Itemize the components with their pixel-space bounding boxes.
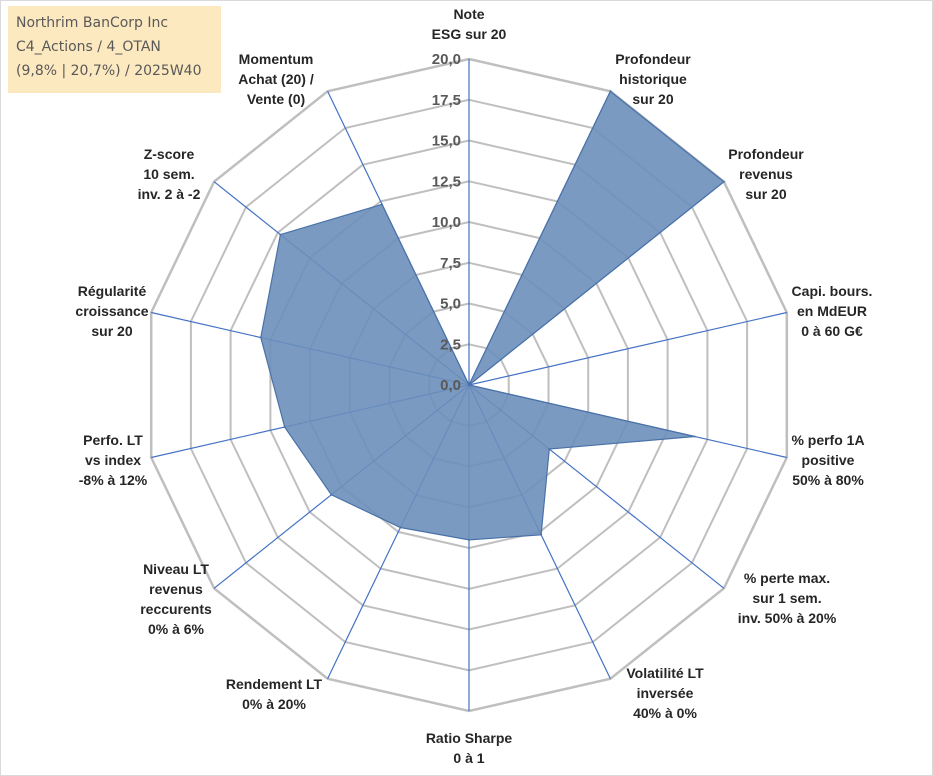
data-point-10 (283, 426, 286, 429)
axis-label-6-line-1: inversée (637, 685, 694, 701)
axis-label-2-line-0: Profondeur (728, 146, 804, 162)
axis-label-12-line-2: inv. 2 à -2 (138, 186, 201, 202)
axis-label-11-line-0: Régularité (78, 283, 147, 299)
axis-label-8-line-0: Rendement LT (226, 676, 323, 692)
axis-label-2-line-1: revenus (739, 166, 793, 182)
axis-label-2-line-2: sur 20 (745, 186, 786, 202)
axis-label-13-line-2: Vente (0) (247, 91, 305, 107)
tick-label-8: 20,0 (432, 51, 461, 68)
axis-label-11-line-1: croissance (75, 303, 148, 319)
axis-label-4-line-1: positive (802, 452, 855, 468)
axis-label-3-line-2: 0 à 60 G€ (801, 323, 863, 339)
tick-label-4: 10,0 (432, 214, 461, 231)
axis-label-9-line-1: revenus (149, 581, 203, 597)
tick-label-0: 0,0 (440, 377, 461, 394)
axis-label-0-line-0: Note (453, 6, 484, 22)
axis-label-10-line-1: vs index (85, 452, 141, 468)
tick-label-6: 15,0 (432, 133, 461, 150)
axis-label-7-line-0: Ratio Sharpe (426, 730, 513, 746)
axis-label-3-line-1: en MdEUR (797, 303, 867, 319)
data-point-7 (468, 538, 470, 541)
axis-label-9-line-2: reccurents (140, 601, 212, 617)
tick-label-7: 17,5 (432, 92, 461, 109)
axis-label-8-line-1: 0% à 20% (242, 696, 306, 712)
axis-label-11-line-2: sur 20 (91, 323, 132, 339)
axis-label-1-line-2: sur 20 (632, 91, 673, 107)
axis-label-5-line-1: sur 1 sem. (752, 590, 821, 606)
data-point-3 (468, 384, 470, 386)
data-area (260, 90, 725, 541)
tick-label-1: 2,5 (440, 336, 461, 353)
data-point-2 (722, 180, 725, 183)
portfolio-code: C4_Actions / 4_OTAN (16, 39, 161, 55)
axis-label-1-line-1: historique (619, 71, 687, 87)
axis-label-13-line-0: Momentum (239, 51, 314, 67)
data-point-9 (330, 493, 333, 496)
tick-label-5: 12,5 (432, 173, 461, 190)
axis-label-3-line-0: Capi. bours. (792, 283, 873, 299)
axis-spoke-3 (468, 311, 787, 386)
axis-label-1-line-0: Profondeur (615, 51, 691, 67)
company-name: Northrim BanCorp Inc (16, 15, 169, 31)
axis-label-12-line-0: Z-score (144, 146, 195, 162)
axis-label-9-line-3: 0% à 6% (148, 621, 205, 637)
axis-label-4-line-2: 50% à 80% (792, 472, 864, 488)
axis-label-10-line-0: Perfo. LT (83, 432, 143, 448)
axis-label-9-line-0: Niveau LT (143, 561, 209, 577)
axis-label-4-line-0: % perfo 1A (791, 432, 864, 448)
axis-label-7-line-1: 0 à 1 (453, 750, 484, 766)
axis-label-6-line-0: Volatilité LT (626, 665, 704, 681)
tick-label-2: 5,0 (440, 296, 461, 313)
tick-label-3: 7,5 (440, 255, 461, 272)
axis-label-5-line-2: inv. 50% à 20% (738, 610, 837, 626)
data-point-13 (381, 203, 383, 206)
data-point-5 (548, 448, 551, 450)
axis-label-12-line-1: 10 sem. (143, 166, 194, 182)
data-point-8 (399, 526, 402, 529)
data-point-11 (259, 336, 262, 339)
axis-label-13-line-1: Achat (20) / (238, 71, 314, 87)
score-summary: (9,8% | 20,7%) / 2025W40 (16, 63, 202, 79)
axis-label-5-line-0: % perte max. (744, 570, 830, 586)
data-point-6 (540, 533, 543, 536)
info-box: Northrim BanCorp Inc C4_Actions / 4_OTAN… (8, 6, 221, 93)
data-point-1 (609, 90, 612, 93)
axis-label-6-line-2: 40% à 0% (633, 705, 697, 721)
data-point-12 (279, 233, 282, 236)
axis-label-10-line-2: -8% à 12% (79, 472, 148, 488)
data-point-4 (693, 435, 696, 438)
axis-label-0-line-1: ESG sur 20 (432, 26, 507, 42)
